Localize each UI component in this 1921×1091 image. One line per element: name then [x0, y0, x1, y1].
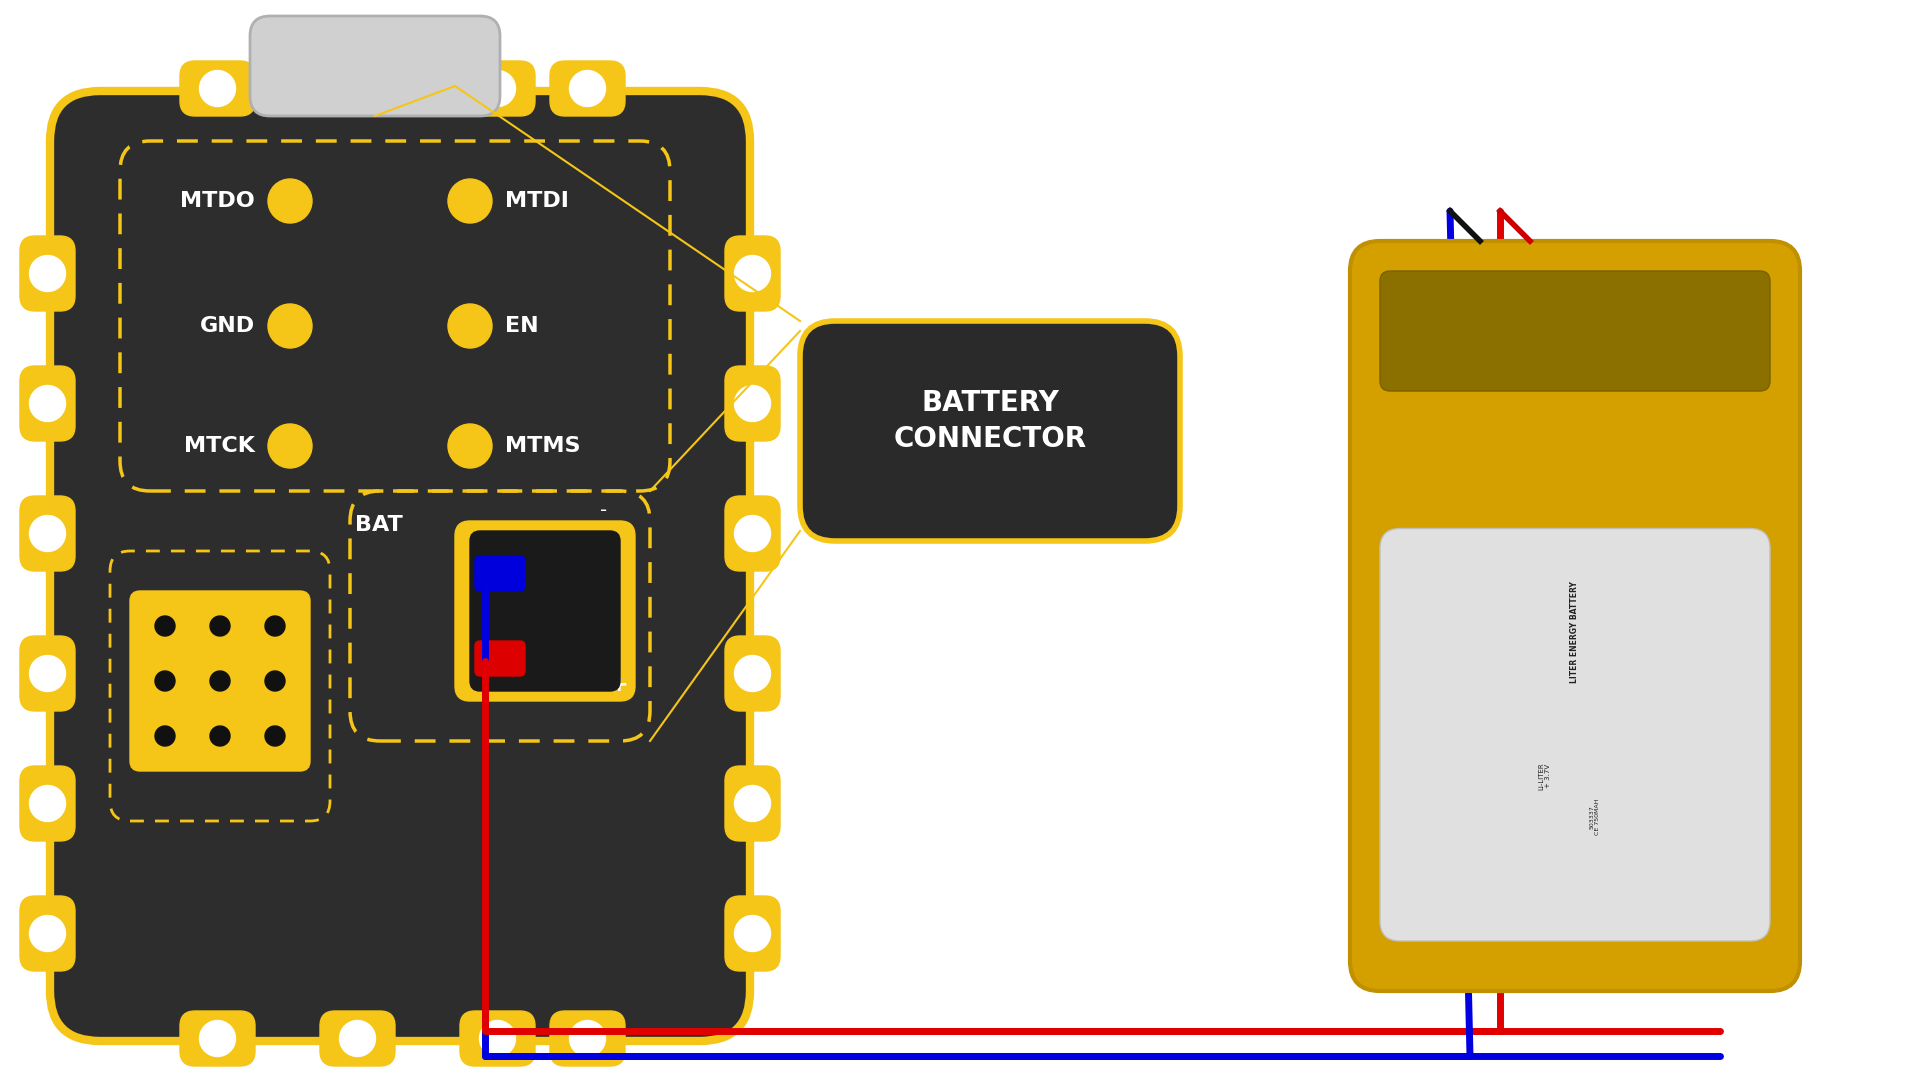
- Text: Li-LITER
+ 3.7V: Li-LITER + 3.7V: [1539, 763, 1552, 790]
- FancyBboxPatch shape: [181, 1011, 255, 1066]
- Circle shape: [448, 424, 492, 468]
- FancyBboxPatch shape: [724, 896, 780, 971]
- Circle shape: [29, 516, 65, 551]
- Circle shape: [480, 71, 515, 107]
- Text: -: -: [599, 501, 607, 520]
- Circle shape: [265, 726, 284, 746]
- FancyBboxPatch shape: [459, 61, 536, 116]
- FancyBboxPatch shape: [19, 496, 75, 571]
- FancyBboxPatch shape: [321, 1011, 396, 1066]
- FancyBboxPatch shape: [474, 556, 524, 591]
- Circle shape: [734, 656, 770, 692]
- Text: 503337
CE 750MAH: 503337 CE 750MAH: [1589, 799, 1600, 836]
- FancyBboxPatch shape: [19, 236, 75, 311]
- FancyBboxPatch shape: [131, 591, 309, 771]
- Circle shape: [269, 424, 311, 468]
- Text: LITER ENERGY BATTERY: LITER ENERGY BATTERY: [1571, 580, 1579, 683]
- Circle shape: [265, 616, 284, 636]
- Circle shape: [156, 616, 175, 636]
- FancyBboxPatch shape: [321, 61, 396, 116]
- Text: MTCK: MTCK: [184, 436, 255, 456]
- FancyBboxPatch shape: [724, 236, 780, 311]
- Circle shape: [340, 71, 375, 107]
- FancyBboxPatch shape: [724, 496, 780, 571]
- Circle shape: [209, 726, 231, 746]
- FancyBboxPatch shape: [549, 61, 624, 116]
- Circle shape: [29, 915, 65, 951]
- Circle shape: [29, 786, 65, 822]
- Circle shape: [569, 71, 605, 107]
- Circle shape: [29, 385, 65, 421]
- FancyBboxPatch shape: [724, 636, 780, 711]
- Text: MTMS: MTMS: [505, 436, 580, 456]
- Circle shape: [734, 255, 770, 291]
- Text: BAT: BAT: [355, 515, 403, 535]
- FancyBboxPatch shape: [1379, 271, 1769, 391]
- FancyBboxPatch shape: [455, 521, 636, 702]
- Circle shape: [209, 616, 231, 636]
- Circle shape: [734, 915, 770, 951]
- Circle shape: [269, 179, 311, 223]
- FancyBboxPatch shape: [181, 61, 255, 116]
- FancyBboxPatch shape: [19, 896, 75, 971]
- FancyBboxPatch shape: [1379, 528, 1769, 942]
- Circle shape: [269, 304, 311, 348]
- FancyBboxPatch shape: [1350, 241, 1800, 991]
- FancyBboxPatch shape: [549, 1011, 624, 1066]
- FancyBboxPatch shape: [459, 1011, 536, 1066]
- Circle shape: [569, 1020, 605, 1056]
- Text: +: +: [611, 675, 628, 695]
- Text: BATTERY
CONNECTOR: BATTERY CONNECTOR: [893, 388, 1087, 454]
- Text: GND: GND: [200, 316, 255, 336]
- Circle shape: [734, 786, 770, 822]
- Circle shape: [734, 385, 770, 421]
- Circle shape: [340, 1020, 375, 1056]
- Circle shape: [156, 726, 175, 746]
- FancyBboxPatch shape: [19, 365, 75, 441]
- Text: MTDO: MTDO: [181, 191, 255, 211]
- Circle shape: [156, 671, 175, 691]
- FancyBboxPatch shape: [250, 16, 499, 116]
- Circle shape: [448, 179, 492, 223]
- Circle shape: [480, 1020, 515, 1056]
- FancyBboxPatch shape: [19, 766, 75, 841]
- Circle shape: [29, 255, 65, 291]
- FancyBboxPatch shape: [799, 321, 1179, 541]
- FancyBboxPatch shape: [471, 531, 620, 691]
- FancyBboxPatch shape: [474, 642, 524, 676]
- Circle shape: [209, 671, 231, 691]
- FancyBboxPatch shape: [50, 91, 749, 1041]
- Circle shape: [734, 516, 770, 551]
- FancyBboxPatch shape: [724, 766, 780, 841]
- Circle shape: [200, 1020, 236, 1056]
- Circle shape: [29, 656, 65, 692]
- Text: MTDI: MTDI: [505, 191, 569, 211]
- Text: EN: EN: [505, 316, 538, 336]
- Circle shape: [448, 304, 492, 348]
- FancyBboxPatch shape: [724, 365, 780, 441]
- Circle shape: [265, 671, 284, 691]
- FancyBboxPatch shape: [19, 636, 75, 711]
- Circle shape: [200, 71, 236, 107]
